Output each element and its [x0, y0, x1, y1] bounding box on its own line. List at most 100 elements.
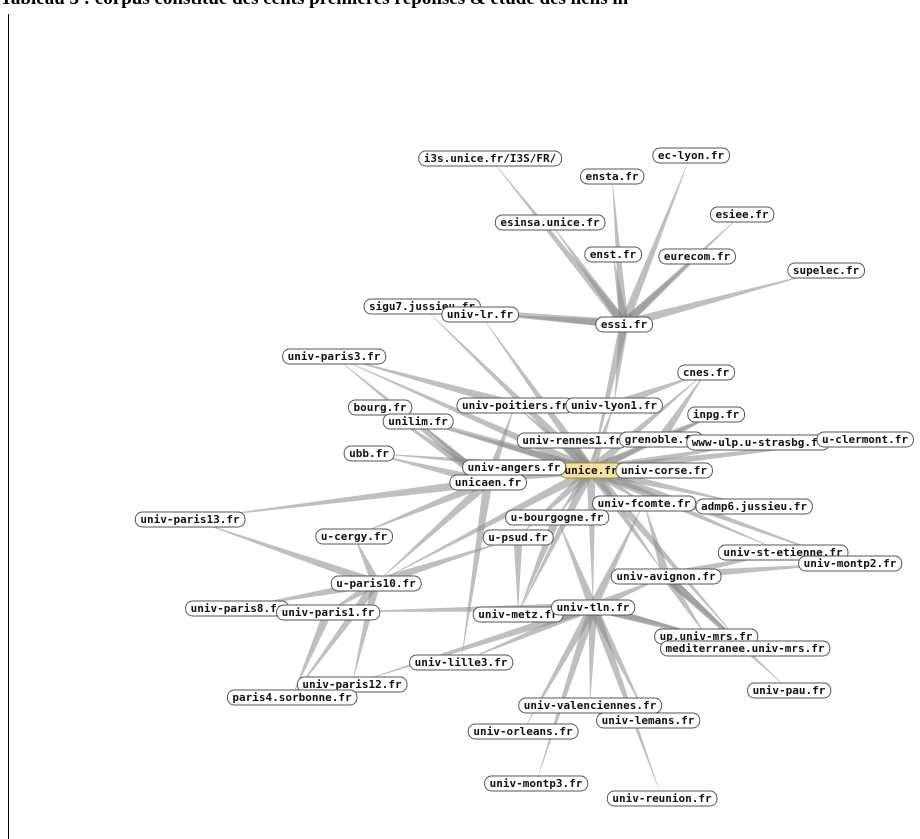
node-label-angers: univ-angers.fr	[468, 461, 561, 474]
node-lemans[interactable]: univ-lemans.fr	[596, 712, 701, 729]
node-box-esiee	[710, 206, 775, 223]
node-univlr[interactable]: univ-lr.fr	[441, 306, 519, 323]
edge-unice-mediterranee	[587, 467, 745, 648]
node-label-lyon1: univ-lyon1.fr	[571, 399, 657, 412]
node-rennes1[interactable]: univ-rennes1.fr	[516, 432, 628, 449]
node-box-unilim	[382, 413, 454, 430]
node-box-pau	[747, 682, 832, 699]
node-valenciennes[interactable]: univ-valenciennes.fr	[518, 697, 663, 714]
node-lyon1[interactable]: univ-lyon1.fr	[565, 397, 663, 414]
node-box-paris4	[226, 689, 358, 706]
node-label-enst: enst.fr	[590, 248, 637, 261]
node-label-reunion: univ-reunion.fr	[612, 792, 712, 805]
node-ubb[interactable]: ubb.fr	[343, 445, 395, 462]
node-paris10[interactable]: u-paris10.fr	[330, 575, 422, 592]
node-unicaen[interactable]: unicaen.fr	[449, 474, 527, 491]
node-label-lemans: univ-lemans.fr	[602, 714, 695, 727]
nodes-layer: unice.fr i3s.unice.fr/I3S/FR/ec-lyon.fr en…	[134, 147, 914, 807]
node-clermont[interactable]: u-clermont.fr	[816, 431, 914, 448]
node-montp3[interactable]: univ-montp3.fr	[484, 775, 589, 792]
node-paris1[interactable]: univ-paris1.fr	[276, 604, 381, 621]
node-label-paris4: paris4.sorbonne.fr	[232, 691, 352, 704]
node-label-ubb: ubb.fr	[349, 447, 389, 460]
node-box-tln	[551, 599, 636, 616]
node-label-grenoble: grenoble.fr	[625, 433, 698, 446]
edge-essi-eclyon	[619, 155, 691, 326]
edge-unice-metz	[518, 467, 596, 614]
node-box-esinsa	[494, 214, 606, 231]
node-label-upmrs: up.univ-mrs.fr	[660, 630, 753, 643]
node-paris8[interactable]: univ-paris8.fr	[185, 600, 290, 617]
node-supelec[interactable]: supelec.fr	[787, 262, 865, 279]
node-esinsa[interactable]: esinsa.unice.fr	[494, 214, 606, 231]
node-label-lille3: univ-lille3.fr	[415, 656, 508, 669]
edge-paris10-cergy	[354, 536, 381, 585]
edge-essi-lyon1	[614, 323, 629, 405]
node-label-montp3: univ-montp3.fr	[490, 777, 583, 790]
edge-poitiers-paris3	[334, 356, 517, 410]
node-lille3[interactable]: univ-lille3.fr	[409, 654, 514, 671]
node-essi[interactable]: essi.fr	[595, 316, 654, 333]
node-label-esiee: esiee.fr	[716, 208, 769, 221]
node-i3s[interactable]: i3s.unice.fr/I3S/FR/	[418, 150, 563, 167]
node-paris12[interactable]: univ-paris12.fr	[296, 676, 408, 693]
node-bourg[interactable]: bourg.fr	[348, 399, 413, 416]
node-box-essi	[595, 316, 654, 333]
node-fcomte[interactable]: univ-fcomte.fr	[592, 495, 697, 512]
node-angers[interactable]: univ-angers.fr	[462, 459, 567, 476]
node-enst[interactable]: enst.fr	[584, 246, 643, 263]
node-eclyon[interactable]: ec-lyon.fr	[652, 147, 730, 164]
node-box-eclyon	[652, 147, 730, 164]
node-paris13[interactable]: univ-paris13.fr	[134, 511, 246, 528]
edge-essi-enst	[613, 254, 629, 325]
node-admp6[interactable]: admp6.jussieu.fr	[695, 498, 813, 515]
node-box-i3s	[418, 150, 563, 167]
node-cnes[interactable]: cnes.fr	[677, 364, 736, 381]
node-orleans[interactable]: univ-orleans.fr	[467, 723, 579, 740]
node-paris3[interactable]: univ-paris3.fr	[282, 348, 387, 365]
node-montp2[interactable]: univ-montp2.fr	[798, 555, 903, 572]
node-ensta[interactable]: ensta.fr	[580, 168, 645, 185]
node-mediterranee[interactable]: mediterranee.univ-mrs.fr	[660, 640, 831, 657]
node-box-valenciennes	[518, 697, 663, 714]
node-box-univlr	[441, 306, 519, 323]
node-ulp[interactable]: www-ulp.u-strasbg.fr	[686, 434, 831, 451]
node-reunion[interactable]: univ-reunion.fr	[606, 790, 718, 807]
node-label-cergy: u-cergy.fr	[321, 530, 388, 543]
node-label-paris13: univ-paris13.fr	[140, 513, 240, 526]
node-metz[interactable]: univ-metz.fr	[472, 606, 564, 623]
node-box-ensta	[580, 168, 645, 185]
node-upsud[interactable]: u-psud.fr	[482, 529, 554, 546]
node-upmrs[interactable]: up.univ-mrs.fr	[654, 628, 759, 645]
node-pau[interactable]: univ-pau.fr	[747, 682, 832, 699]
node-paris4[interactable]: paris4.sorbonne.fr	[226, 689, 358, 706]
node-label-orleans: univ-orleans.fr	[473, 725, 573, 738]
node-grenoble[interactable]: grenoble.fr	[619, 431, 704, 448]
node-box-upsud	[482, 529, 554, 546]
node-unilim[interactable]: unilim.fr	[382, 413, 454, 430]
node-box-eurecom	[658, 248, 736, 265]
node-label-eclyon: ec-lyon.fr	[658, 149, 725, 162]
node-box-fcomte	[592, 495, 697, 512]
node-box-clermont	[816, 431, 914, 448]
edge-avignon-upmrs	[662, 573, 706, 636]
node-label-inpg: inpg.fr	[693, 408, 740, 421]
node-box-lille3	[409, 654, 514, 671]
node-unice[interactable]: unice.fr	[559, 462, 624, 479]
node-box-corse	[615, 462, 713, 479]
node-box-mediterranee	[660, 640, 831, 657]
node-box-orleans	[467, 723, 579, 740]
node-avignon[interactable]: univ-avignon.fr	[610, 568, 722, 585]
node-eurecom[interactable]: eurecom.fr	[658, 248, 736, 265]
node-label-univlr: univ-lr.fr	[447, 308, 514, 321]
node-tln[interactable]: univ-tln.fr	[551, 599, 636, 616]
node-inpg[interactable]: inpg.fr	[687, 406, 746, 423]
node-label-mediterranee: mediterranee.univ-mrs.fr	[666, 642, 825, 655]
node-ubourgogne[interactable]: u-bourgogne.fr	[505, 509, 610, 526]
node-cergy[interactable]: u-cergy.fr	[315, 528, 393, 545]
node-corse[interactable]: univ-corse.fr	[615, 462, 713, 479]
node-esiee[interactable]: esiee.fr	[710, 206, 775, 223]
node-poitiers[interactable]: univ-poitiers.fr	[456, 397, 574, 414]
edge-unicaen-lille3	[461, 481, 493, 662]
